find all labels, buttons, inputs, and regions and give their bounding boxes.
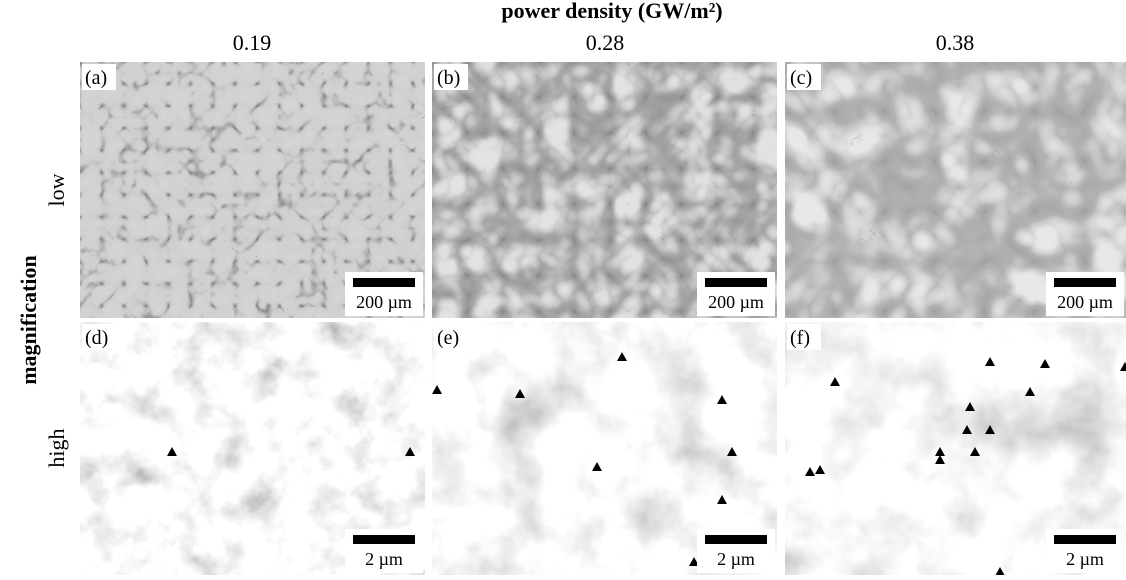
figure: power density (GW/m²) 0.19 0.28 0.38 mag… — [0, 0, 1126, 575]
panel-label: (f) — [790, 327, 810, 349]
column-label: 0.19 — [233, 30, 272, 55]
page: SEM figure html, body { margin: 0; paddi… — [0, 0, 1126, 575]
scale-bar — [705, 278, 767, 287]
scale-bar-label: 200 µm — [708, 292, 764, 312]
scale-bar-label: 200 µm — [356, 292, 412, 312]
row-label: high — [44, 428, 69, 467]
panel-label: (b) — [437, 67, 460, 89]
sem-panel: (f) 2 µm — [785, 322, 1126, 575]
sem-panel: (e) 2 µm — [432, 322, 777, 575]
row-label: low — [44, 173, 69, 206]
column-label: 0.28 — [586, 30, 625, 55]
panels: (a) 200 µm (b) 200 µm (c) 200 µm (d) 2 µm (e) 2 µ… — [80, 62, 1126, 575]
scale-bar — [1054, 535, 1116, 544]
scale-bar-label: 2 µm — [717, 549, 755, 569]
figure-title: power density (GW/m²) — [501, 0, 722, 23]
sem-panel: (a) 200 µm — [80, 62, 425, 318]
sem-panel: (d) 2 µm — [80, 322, 425, 575]
scale-bar-label: 200 µm — [1057, 292, 1113, 312]
scale-bar — [1054, 278, 1116, 287]
scale-bar-label: 2 µm — [365, 549, 403, 569]
panel-label: (a) — [85, 67, 107, 89]
scale-bar-label: 2 µm — [1066, 549, 1104, 569]
panel-label: (c) — [790, 67, 812, 89]
scale-bar — [353, 278, 415, 287]
scale-bar — [353, 535, 415, 544]
scale-bar — [705, 535, 767, 544]
column-label: 0.38 — [936, 30, 975, 55]
panel-label: (d) — [85, 327, 108, 349]
panel-label: (e) — [437, 327, 459, 349]
row-axis-label: magnification — [16, 255, 41, 385]
sem-panel: (b) 200 µm — [432, 62, 777, 318]
page-body: { "header": {"title": "power density (GW… — [0, 0, 1126, 575]
sem-panel: (c) 200 µm — [785, 62, 1126, 318]
